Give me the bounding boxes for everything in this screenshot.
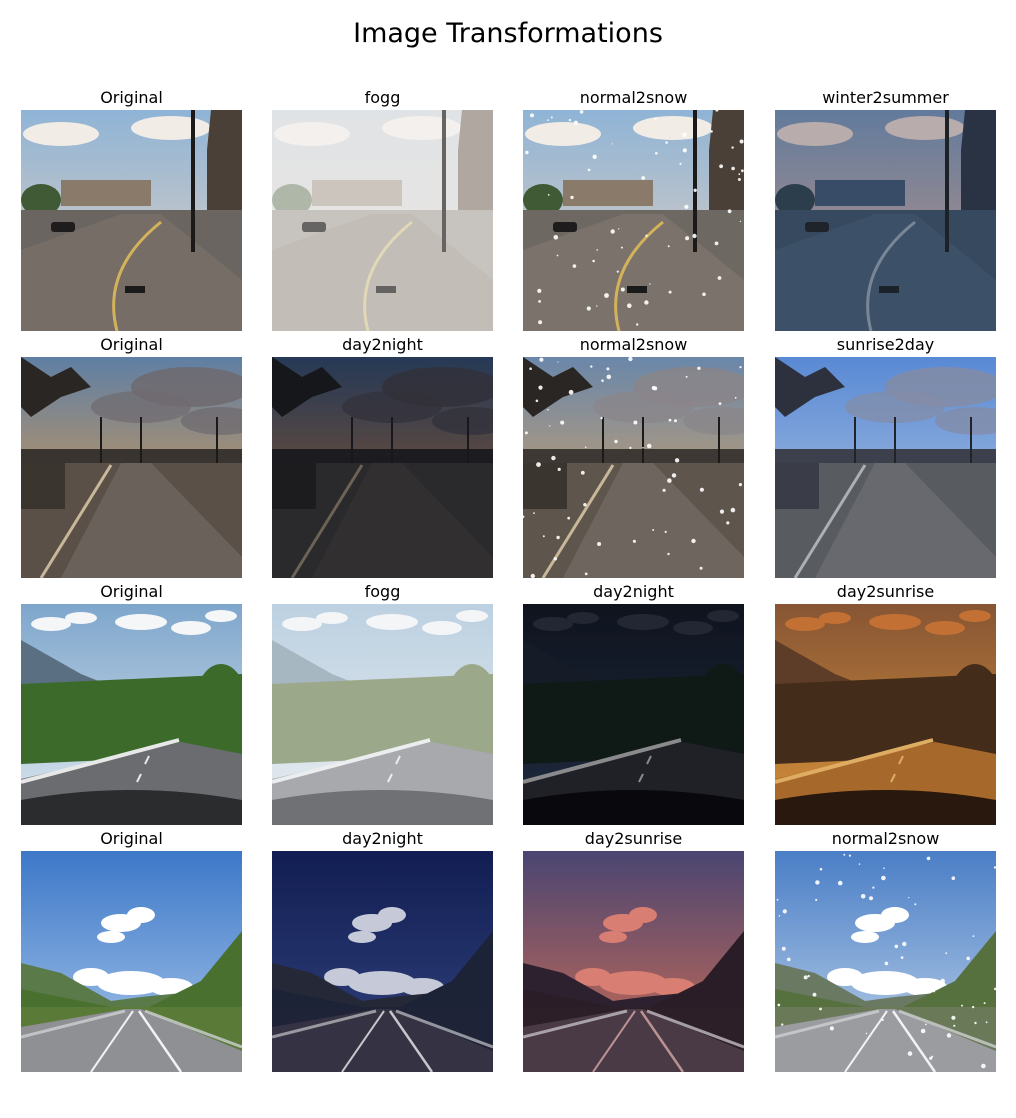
panel-image [272, 604, 493, 825]
panel-title: day2night [342, 829, 423, 848]
panel-row0-col2: normal2snow [523, 88, 744, 331]
panel-row0-col3: winter2summer [775, 88, 996, 331]
panel-title: day2sunrise [584, 829, 683, 848]
panel-title: winter2summer [822, 88, 949, 107]
panel-title: day2night [593, 582, 674, 601]
panel-title: Original [100, 335, 163, 354]
panel-row1-col1: day2night [272, 335, 493, 578]
panel-title: normal2snow [579, 335, 688, 354]
panel-image [21, 851, 242, 1072]
panel-row1-col3: sunrise2day [775, 335, 996, 578]
panel-image [272, 357, 493, 578]
panel-image [21, 110, 242, 331]
panel-title: Original [100, 582, 163, 601]
panel-image [523, 604, 744, 825]
panel-image [272, 851, 493, 1072]
panel-title: fogg [364, 582, 401, 601]
panel-title: fogg [364, 88, 401, 107]
panel-title: Original [100, 88, 163, 107]
panel-title: normal2snow [579, 88, 688, 107]
panel-row0-col0: Original [21, 88, 242, 331]
panel-row1-col0: Original [21, 335, 242, 578]
panel-image [523, 851, 744, 1072]
panel-image [775, 851, 996, 1072]
panel-image [775, 110, 996, 331]
panel-row3-col2: day2sunrise [523, 829, 744, 1072]
panel-title: day2night [342, 335, 423, 354]
panel-image [272, 110, 493, 331]
panel-row3-col0: Original [21, 829, 242, 1072]
figure-title: Image Transformations [353, 18, 663, 49]
panel-image [775, 604, 996, 825]
panel-title: day2sunrise [836, 582, 935, 601]
panel-image [775, 357, 996, 578]
panel-row3-col3: normal2snow [775, 829, 996, 1072]
panel-row2-col1: fogg [272, 582, 493, 825]
panel-row0-col1: fogg [272, 88, 493, 331]
panel-row1-col2: normal2snow [523, 335, 744, 578]
panel-image [21, 604, 242, 825]
panel-row2-col3: day2sunrise [775, 582, 996, 825]
panel-title: normal2snow [831, 829, 940, 848]
panel-image [523, 357, 744, 578]
panel-row3-col1: day2night [272, 829, 493, 1072]
panel-image [523, 110, 744, 331]
panel-title: Original [100, 829, 163, 848]
panel-row2-col0: Original [21, 582, 242, 825]
panel-title: sunrise2day [836, 335, 935, 354]
panel-image [21, 357, 242, 578]
panel-row2-col2: day2night [523, 582, 744, 825]
